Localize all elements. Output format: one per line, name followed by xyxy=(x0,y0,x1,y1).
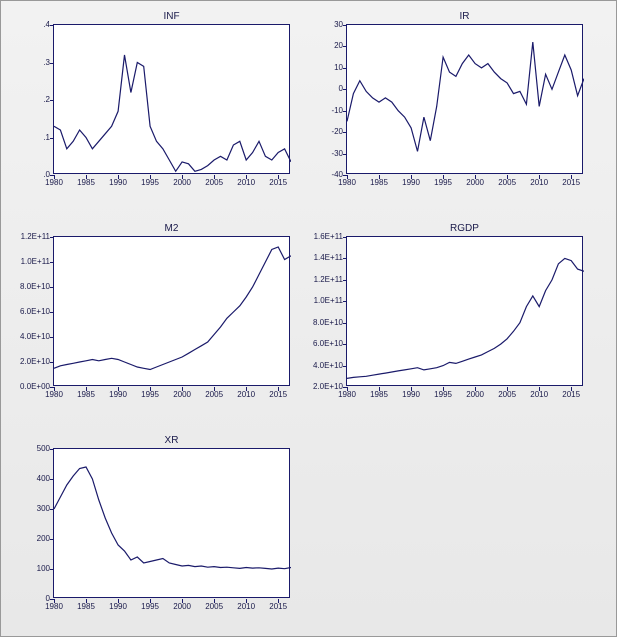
series-line xyxy=(54,449,291,599)
y-axis-label: 4.0E+10 xyxy=(2,332,50,341)
series-line xyxy=(347,25,584,175)
x-axis-label: 1980 xyxy=(39,178,69,187)
y-axis-label: .4 xyxy=(12,20,50,29)
y-axis-label: 1.0E+11 xyxy=(2,257,50,266)
y-axis-label: 1.6E+11 xyxy=(295,232,343,241)
x-axis-label: 2015 xyxy=(263,602,293,611)
x-axis-label: 1980 xyxy=(39,390,69,399)
y-axis-label: 6.0E+10 xyxy=(2,307,50,316)
x-axis-label: 2005 xyxy=(199,390,229,399)
chart-title: M2 xyxy=(53,223,290,234)
y-axis-label: 30 xyxy=(317,20,343,29)
x-axis-label: 1980 xyxy=(39,602,69,611)
x-axis-label: 2015 xyxy=(263,390,293,399)
x-axis-label: 2010 xyxy=(231,602,261,611)
x-axis-label: 1985 xyxy=(71,178,101,187)
x-axis-label: 2000 xyxy=(167,602,197,611)
y-axis-label: -20 xyxy=(317,127,343,136)
x-axis-label: 2015 xyxy=(556,178,586,187)
y-axis-label: 100 xyxy=(24,564,50,573)
y-axis-label: 300 xyxy=(24,504,50,513)
chart-title: INF xyxy=(53,11,290,22)
y-axis-label: 500 xyxy=(24,444,50,453)
x-axis-label: 2015 xyxy=(263,178,293,187)
x-axis-label: 2010 xyxy=(524,390,554,399)
x-axis-label: 1995 xyxy=(428,178,458,187)
y-axis-label: 4.0E+10 xyxy=(295,361,343,370)
y-axis-label: 6.0E+10 xyxy=(295,339,343,348)
y-axis-label: .1 xyxy=(12,133,50,142)
x-axis-label: 2010 xyxy=(524,178,554,187)
y-axis-label: -30 xyxy=(317,149,343,158)
x-axis-label: 1995 xyxy=(428,390,458,399)
x-axis-label: 2000 xyxy=(167,178,197,187)
plot-area: 0.0E+002.0E+104.0E+106.0E+108.0E+101.0E+… xyxy=(53,236,290,386)
y-axis-label: 8.0E+10 xyxy=(2,282,50,291)
x-axis-label: 1995 xyxy=(135,178,165,187)
x-axis-label: 2005 xyxy=(492,390,522,399)
x-axis-label: 2000 xyxy=(460,178,490,187)
x-axis-label: 2005 xyxy=(199,602,229,611)
y-axis-label: 1.0E+11 xyxy=(295,296,343,305)
y-axis-label: 8.0E+10 xyxy=(295,318,343,327)
x-axis-label: 1985 xyxy=(364,178,394,187)
series-line xyxy=(54,237,291,387)
chart-m2: M2 0.0E+002.0E+104.0E+106.0E+108.0E+101.0… xyxy=(53,223,290,386)
y-axis-label: 0 xyxy=(317,84,343,93)
plot-area: .0.1.2.3.4198019851990199520002005201020… xyxy=(53,24,290,174)
series-line xyxy=(54,25,291,175)
chart-rgdp: RGDP 2.0E+104.0E+106.0E+108.0E+101.0E+111… xyxy=(346,223,583,386)
plot-area: -40-30-20-100102030198019851990199520002… xyxy=(346,24,583,174)
y-axis-label: 2.0E+10 xyxy=(2,357,50,366)
y-axis-label: 1.2E+11 xyxy=(295,275,343,284)
y-axis-label: 20 xyxy=(317,41,343,50)
y-axis-label: 400 xyxy=(24,474,50,483)
series-line xyxy=(347,237,584,387)
x-axis-label: 1990 xyxy=(103,178,133,187)
chart-title: IR xyxy=(346,11,583,22)
y-axis-label: 200 xyxy=(24,534,50,543)
x-axis-label: 1990 xyxy=(396,390,426,399)
x-axis-label: 1990 xyxy=(103,390,133,399)
x-axis-label: 1985 xyxy=(71,390,101,399)
y-axis-label: -10 xyxy=(317,106,343,115)
y-axis-label: 10 xyxy=(317,63,343,72)
chart-title: RGDP xyxy=(346,223,583,234)
x-axis-label: 2010 xyxy=(231,178,261,187)
x-axis-label: 2015 xyxy=(556,390,586,399)
x-axis-label: 1995 xyxy=(135,602,165,611)
x-axis-label: 1990 xyxy=(103,602,133,611)
x-axis-label: 2010 xyxy=(231,390,261,399)
plot-area: 0100200300400500198019851990199520002005… xyxy=(53,448,290,598)
chart-ir: IR -40-30-20-1001020301980198519901995200… xyxy=(346,11,583,174)
chart-inf: INF .0.1.2.3.4198019851990199520002005201… xyxy=(53,11,290,174)
y-axis-label: 1.2E+11 xyxy=(2,232,50,241)
x-axis-label: 2005 xyxy=(492,178,522,187)
plot-area: 2.0E+104.0E+106.0E+108.0E+101.0E+111.2E+… xyxy=(346,236,583,386)
charts-panel: INF .0.1.2.3.4198019851990199520002005201… xyxy=(0,0,617,637)
x-axis-label: 1980 xyxy=(332,178,362,187)
x-axis-label: 2005 xyxy=(199,178,229,187)
y-axis-label: .2 xyxy=(12,95,50,104)
y-axis-label: .3 xyxy=(12,58,50,67)
chart-title: XR xyxy=(53,435,290,446)
x-axis-label: 1990 xyxy=(396,178,426,187)
chart-xr: XR 01002003004005001980198519901995200020… xyxy=(53,435,290,598)
x-axis-label: 1980 xyxy=(332,390,362,399)
x-axis-label: 1995 xyxy=(135,390,165,399)
x-axis-label: 1985 xyxy=(71,602,101,611)
x-axis-label: 2000 xyxy=(167,390,197,399)
x-axis-label: 2000 xyxy=(460,390,490,399)
y-axis-label: 1.4E+11 xyxy=(295,253,343,262)
x-axis-label: 1985 xyxy=(364,390,394,399)
